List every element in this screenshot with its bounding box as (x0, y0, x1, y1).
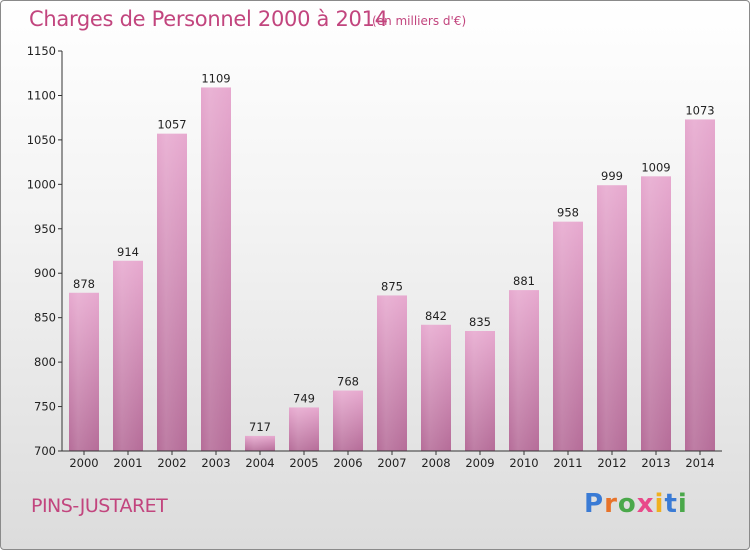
y-tick-label: 1050 (27, 133, 56, 147)
data-label-2001: 914 (117, 245, 139, 259)
x-tick-label: 2003 (201, 456, 230, 470)
bar-shine (333, 390, 363, 451)
x-tick-label: 2014 (685, 456, 714, 470)
y-tick-label: 800 (34, 355, 56, 369)
data-label-2007: 875 (381, 279, 403, 293)
x-tick-label: 2007 (377, 456, 406, 470)
data-label-2012: 999 (601, 169, 623, 183)
y-tick-label: 850 (34, 311, 56, 325)
bar-shine (597, 185, 627, 451)
bar-shine (685, 119, 715, 451)
bars-group: 878 914 1057 1109 717 749 768 875 842 835 881 958 99… (69, 71, 715, 452)
bar-shine (421, 324, 451, 451)
x-tick-label: 2009 (465, 456, 494, 470)
logo-letter: o (617, 489, 637, 519)
logo-letter: x (636, 489, 655, 519)
y-tick-label: 700 (34, 444, 56, 458)
x-tick-label: 2000 (69, 456, 98, 470)
proxiti-logo: Proxiti (584, 489, 688, 519)
data-label-2003: 1109 (201, 71, 230, 85)
data-label-2013: 1009 (641, 160, 670, 174)
data-label-2008: 842 (425, 309, 447, 323)
bar-shine (641, 176, 671, 452)
y-tick-label: 750 (34, 400, 56, 414)
x-tick-label: 2001 (113, 456, 142, 470)
y-tick-label: 1150 (27, 44, 56, 58)
bar-shine (377, 295, 407, 451)
y-tick-label: 950 (34, 222, 56, 236)
bar-shine (245, 435, 275, 451)
data-label-2009: 835 (469, 315, 491, 329)
data-label-2000: 878 (73, 277, 95, 291)
x-tick-label: 2008 (421, 456, 450, 470)
data-label-2014: 1073 (685, 103, 714, 117)
data-label-2011: 958 (557, 206, 579, 220)
x-tick-label: 2013 (641, 456, 670, 470)
bar-shine (69, 292, 99, 451)
bar-shine (289, 407, 319, 451)
x-tick-label: 2011 (553, 456, 582, 470)
data-label-2010: 881 (513, 274, 535, 288)
x-tick-label: 2010 (509, 456, 538, 470)
data-label-2004: 717 (249, 420, 271, 434)
logo-letter: r (604, 489, 618, 519)
y-tick-label: 1000 (27, 177, 56, 191)
commune-name: PINS-JUSTARET (31, 495, 168, 517)
logo-letter: i (677, 489, 688, 519)
bar-shine (201, 87, 231, 451)
bar-shine (465, 331, 495, 451)
y-tick-label: 1100 (27, 88, 56, 102)
data-label-2006: 768 (337, 375, 359, 389)
bar-shine (157, 133, 187, 451)
logo-letter: i (654, 489, 665, 519)
data-label-2002: 1057 (157, 118, 186, 132)
chart-subtitle: (en milliers d'€) (372, 14, 467, 28)
x-tick-label: 2006 (333, 456, 362, 470)
axes-group: 2000 2001 2002 2003 2004 2005 2006 2007 2008 2009… (27, 44, 722, 470)
x-tick-label: 2005 (289, 456, 318, 470)
y-tick-label: 900 (34, 266, 56, 280)
x-tick-label: 2002 (157, 456, 186, 470)
x-tick-label: 2012 (597, 456, 626, 470)
logo-letter: t (664, 489, 678, 519)
bar-shine (553, 221, 583, 451)
logo-letter: P (584, 489, 605, 519)
x-tick-label: 2004 (245, 456, 274, 470)
bar-shine (113, 260, 143, 451)
data-label-2005: 749 (293, 391, 315, 405)
chart-title: Charges de Personnel 2000 à 2014 (29, 7, 388, 31)
bar-shine (509, 290, 539, 451)
